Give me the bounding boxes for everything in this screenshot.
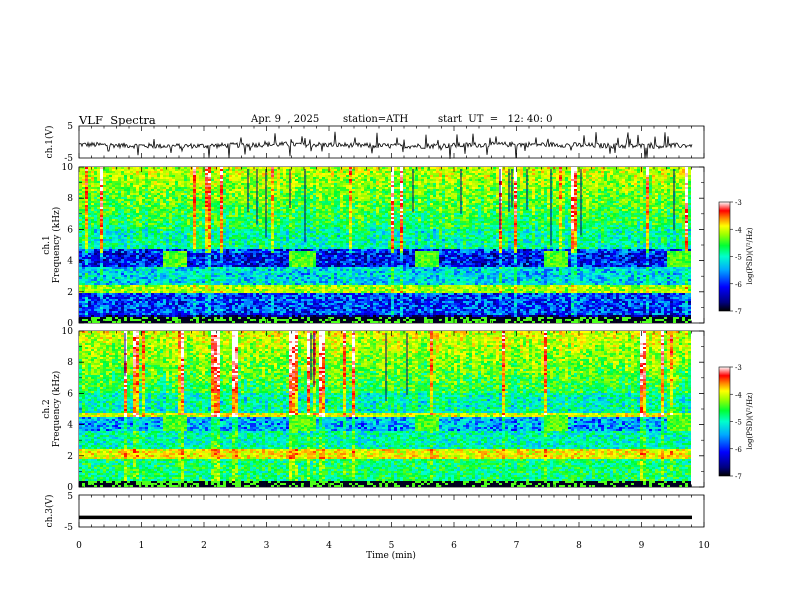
spec-ytick-2-4: 8 [67, 358, 73, 368]
spec-ytick-1-3: 6 [67, 225, 73, 235]
ch3-ytick-neg5: -5 [64, 523, 73, 533]
x-tick-label-8: 8 [576, 541, 582, 551]
spec-ytick-1-1: 2 [67, 288, 73, 298]
colorbar-tick-1-0: -3 [735, 199, 742, 207]
x-tick-label-10: 10 [698, 541, 710, 551]
ch1-spectrogram-image [79, 167, 691, 323]
colorbar-2-label: log(PSD)(V²/Hz) [746, 392, 754, 449]
colorbar-tick-2-2: -5 [735, 419, 742, 427]
x-tick-label-0: 0 [76, 541, 82, 551]
ch1-spec-ylabel-2: Frequency (kHz) [51, 207, 62, 284]
spec-ytick-2-5: 10 [62, 327, 74, 337]
colorbar-1: -3 -4 -5 -6 -7 log(PSD)(V²/Hz) [719, 199, 754, 316]
colorbar-tick-2-4: -7 [735, 473, 742, 481]
x-tick-label-1: 1 [139, 541, 145, 551]
ch1-ytick-5: 5 [67, 122, 73, 132]
ch2-spec-ylabel-2: Frequency (kHz) [51, 371, 62, 448]
ch1-spec-ylabel-1: ch.1 [42, 235, 52, 254]
spec-ytick-1-2: 4 [67, 257, 73, 267]
x-tick-label-2: 2 [201, 541, 207, 551]
x-tick-label-3: 3 [264, 541, 270, 551]
colorbar-2: -3 -4 -5 -6 -7 log(PSD)(V²/Hz) [719, 364, 754, 481]
colorbar-tick-2-3: -6 [735, 446, 742, 454]
x-axis-label: Time (min) [366, 550, 416, 561]
spec-ytick-2-2: 4 [67, 421, 73, 431]
colorbar-tick-2-0: -3 [735, 364, 742, 372]
x-tick-label-5: 5 [389, 541, 395, 551]
colorbar-tick-1-3: -6 [735, 281, 742, 289]
ch3-ytick-5: 5 [67, 492, 73, 502]
spec-ytick-2-3: 6 [67, 389, 73, 399]
colorbar-tick-1-1: -4 [735, 226, 742, 234]
x-tick-label-7: 7 [514, 541, 520, 551]
ch2-spec-ylabel-1: ch.2 [42, 399, 52, 418]
ch1-waveform-panel: 5 -5 ch.1(V) [44, 122, 704, 164]
ch1-ylabel: ch.1(V) [44, 126, 55, 159]
spec-ytick-2-1: 2 [67, 452, 73, 462]
colorbar-1-label: log(PSD)(V²/Hz) [746, 227, 754, 284]
colorbar-tick-1-2: -5 [735, 254, 742, 262]
x-tick-label-6: 6 [451, 541, 457, 551]
spec-ytick-1-5: 10 [62, 163, 74, 173]
colorbar-tick-1-4: -7 [735, 308, 742, 316]
ch3-ylabel: ch.3(V) [44, 495, 55, 528]
ch2-spectrogram-image [79, 331, 691, 487]
spec-ytick-1-4: 8 [67, 194, 73, 204]
colorbar-tick-2-1: -4 [735, 391, 742, 399]
ch3-waveform-panel: 5 -5 ch.3(V) 0 1 2 3 4 5 6 7 8 9 10 Time (min) [44, 492, 710, 561]
x-tick-label-4: 4 [326, 541, 332, 551]
x-tick-label-9: 9 [639, 541, 645, 551]
